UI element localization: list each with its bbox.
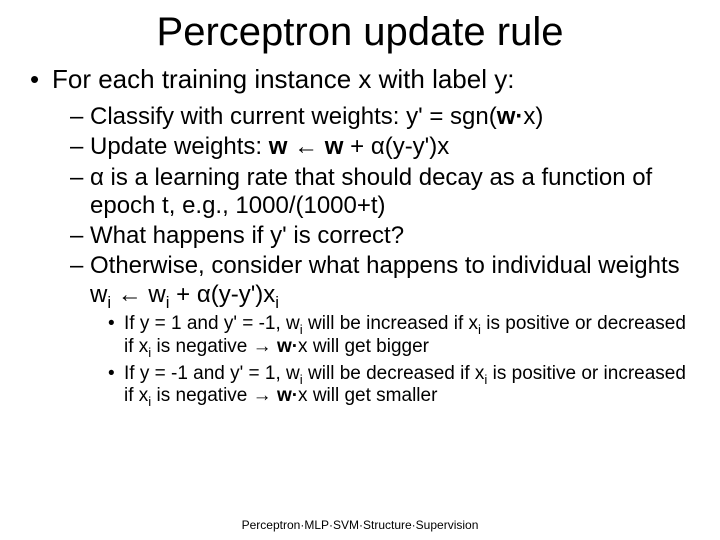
- text: If y = 1 and y' = -1, w: [124, 313, 300, 334]
- text: is negative: [151, 385, 252, 406]
- left-arrow-icon: [294, 133, 318, 160]
- dash-update: Update weights: w w + α(y-y')x: [30, 133, 690, 161]
- left-arrow-icon: [118, 281, 142, 308]
- w-bold: w: [497, 103, 516, 130]
- sub-bullet-case1: If y = 1 and y' = -1, wi will be increas…: [30, 313, 690, 359]
- x-var: x: [298, 385, 308, 406]
- dash-otherwise: Otherwise, consider what happens to indi…: [30, 252, 690, 309]
- subscript-i: i: [275, 293, 279, 312]
- text: For each training instance: [52, 64, 358, 94]
- dash-classify: Classify with current weights: y' = sgn(…: [30, 103, 690, 131]
- w-bold: w: [269, 133, 288, 160]
- text: Classify with current weights: y' = sgn(: [90, 103, 497, 130]
- w-bold: w: [325, 133, 344, 160]
- sub-bullet-case2: If y = -1 and y' = 1, wi will be decreas…: [30, 363, 690, 409]
- x-var: x: [523, 103, 535, 130]
- text: will be increased if x: [303, 313, 478, 334]
- dash-alpha: α is a learning rate that should decay a…: [30, 164, 690, 221]
- x-var: x: [358, 64, 371, 94]
- footer-breadcrumb: Perceptron·MLP·SVM·Structure·Supervision: [0, 518, 720, 532]
- text: [318, 133, 325, 160]
- bullet-main: For each training instance x with label …: [30, 65, 690, 95]
- dash-question: What happens if y' is correct?: [30, 222, 690, 250]
- text: with label y:: [371, 64, 514, 94]
- w-bold: w: [277, 336, 292, 357]
- text: is negative: [151, 336, 252, 357]
- text: will get smaller: [308, 385, 438, 406]
- text: [111, 281, 118, 308]
- right-arrow-icon: [253, 336, 272, 357]
- text: w: [142, 281, 166, 308]
- x-var: x: [437, 133, 449, 160]
- right-arrow-icon: [253, 385, 272, 406]
- slide: Perceptron update rule For each training…: [0, 0, 720, 540]
- text: + α(y-y'): [343, 133, 437, 160]
- x-var: x: [298, 336, 308, 357]
- text: Update weights:: [90, 133, 269, 160]
- text: If y = -1 and y' = 1, w: [124, 363, 300, 384]
- text: + α(y-y')x: [169, 281, 275, 308]
- slide-title: Perceptron update rule: [30, 10, 690, 55]
- w-bold: w: [277, 385, 292, 406]
- text: will get bigger: [308, 336, 429, 357]
- text: will be decreased if x: [303, 363, 485, 384]
- text: ): [535, 103, 543, 130]
